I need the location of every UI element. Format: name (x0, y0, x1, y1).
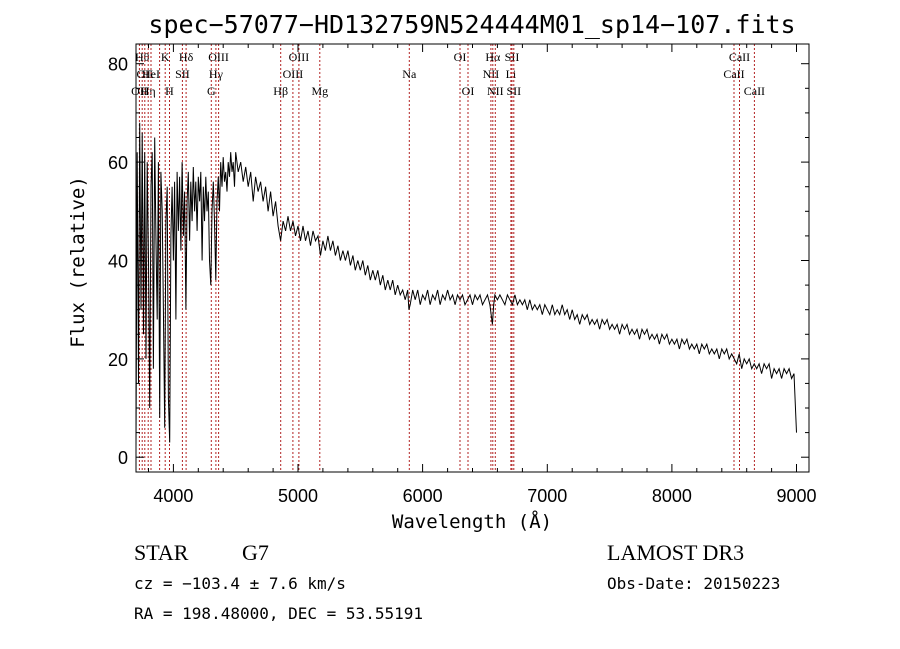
spectrum-line (135, 122, 797, 448)
line-marker-label-2: OII (136, 67, 153, 81)
object-class: STAR (134, 540, 189, 565)
line-marker-label-10: G (207, 84, 216, 98)
line-marker-label-24: SII (505, 50, 520, 64)
observation-date: Obs-Date: 20150223 (607, 574, 780, 593)
x-axis: 4000 5000 6000 7000 8000 9000 (148, 44, 817, 506)
line-marker-label-12: OIII (208, 50, 229, 64)
line-marker-label-26: CaII (723, 67, 744, 81)
line-marker-label-8: SII (175, 67, 190, 81)
line-marker-label-3: Hη (141, 84, 156, 98)
redshift-info: cz = −103.4 ± 7.6 km/s (134, 574, 346, 593)
line-marker-label-25: SII (506, 84, 521, 98)
line-marker-label-0: OII (131, 84, 148, 98)
line-marker-label-22: NII (487, 84, 504, 98)
line-marker-label-11: Hγ (209, 67, 224, 81)
y-axis: 0 20 40 60 80 (108, 55, 809, 468)
line-marker-label-6: K (161, 50, 170, 64)
y-tick-label-1: 20 (108, 350, 128, 370)
line-marker-label-19: OI (462, 84, 475, 98)
line-marker-label-27: CaII (729, 50, 750, 64)
x-tick-label-2: 6000 (403, 486, 443, 506)
line-marker-label-23: Li (506, 67, 517, 81)
x-axis-label: Wavelength (Å) (392, 510, 552, 533)
line-marker-label-4: HeI (142, 67, 160, 81)
line-marker-label-7: H (165, 84, 174, 98)
y-tick-label-3: 60 (108, 153, 128, 173)
x-tick-label-0: 4000 (153, 486, 193, 506)
line-marker-label-20: NII (483, 67, 500, 81)
line-marker-label-18: OI (454, 50, 467, 64)
coordinates: RA = 198.48000, DEC = 53.55191 (134, 604, 423, 623)
subclass: G7 (242, 540, 269, 565)
survey-name: LAMOST DR3 (607, 540, 744, 565)
y-tick-label-4: 80 (108, 55, 128, 75)
line-marker-label-21: Hα (485, 50, 501, 64)
y-tick-label-0: 0 (118, 448, 128, 468)
line-marker-label-9: Hδ (179, 50, 194, 64)
y-tick-label-2: 40 (108, 252, 128, 272)
x-tick-label-4: 8000 (652, 486, 692, 506)
plot-frame (135, 43, 810, 473)
line-marker-label-1: Hθ (135, 50, 150, 64)
line-marker-label-16: Mg (311, 84, 328, 98)
line-marker-label-28: CaII (744, 84, 765, 98)
x-tick-label-1: 5000 (278, 486, 318, 506)
line-markers: OIIHθOIIHηHeIKHSIIHδGHγOIIIHβOIIIOIIIMgN… (131, 44, 765, 472)
line-marker-label-15: OIII (289, 50, 310, 64)
x-tick-label-5: 9000 (776, 486, 816, 506)
line-marker-label-17: Na (402, 67, 417, 81)
chart-title: spec−57077−HD132759N524444M01_sp14−107.f… (148, 10, 795, 39)
line-marker-label-14: OIII (283, 67, 304, 81)
x-tick-label-3: 7000 (527, 486, 567, 506)
line-marker-label-13: Hβ (273, 84, 288, 98)
y-axis-label: Flux (relative) (67, 176, 89, 348)
